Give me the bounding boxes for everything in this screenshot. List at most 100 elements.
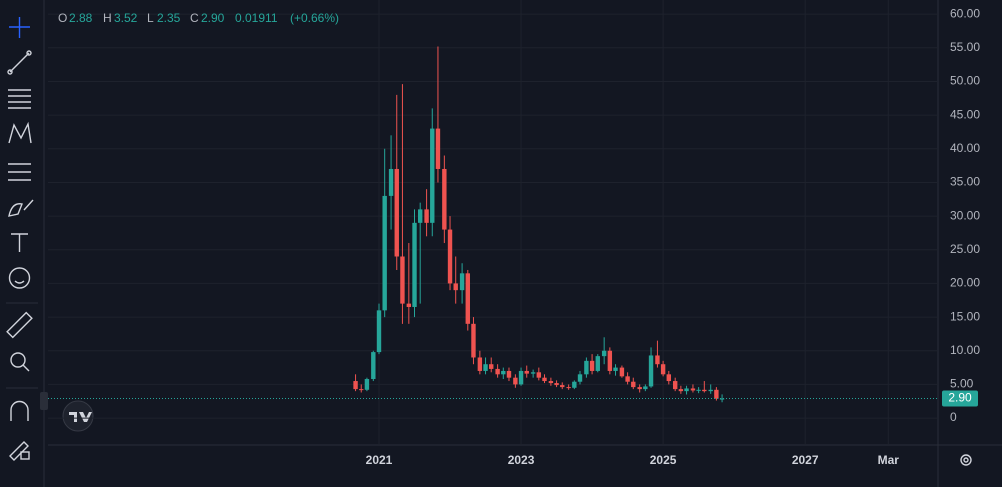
candle-body bbox=[572, 381, 577, 388]
candle-body bbox=[548, 381, 554, 384]
legend-label: O bbox=[58, 11, 67, 25]
y-tick-label: 10.00 bbox=[950, 343, 980, 357]
x-tick-label: 2023 bbox=[508, 453, 535, 467]
forecast-tool[interactable] bbox=[8, 163, 31, 181]
candle-body bbox=[501, 370, 506, 375]
text-tool[interactable] bbox=[11, 233, 28, 252]
emoji-tool[interactable] bbox=[8, 267, 31, 289]
candle-body bbox=[400, 256, 405, 304]
pattern-tool[interactable] bbox=[8, 121, 32, 144]
candle-body bbox=[453, 283, 458, 291]
candle-body bbox=[595, 356, 600, 371]
y-tick-label: 25.00 bbox=[950, 242, 980, 256]
grid bbox=[48, 0, 1002, 487]
ruler-tool[interactable] bbox=[6, 311, 33, 339]
candles bbox=[48, 46, 938, 403]
candle-body bbox=[506, 370, 512, 378]
candle-body bbox=[459, 273, 465, 291]
candle-body bbox=[417, 209, 423, 223]
settings-button[interactable] bbox=[960, 454, 972, 466]
brush-tool[interactable] bbox=[8, 199, 34, 217]
candle-body bbox=[619, 367, 625, 377]
candle-body bbox=[672, 381, 678, 390]
candle-body bbox=[430, 128, 435, 223]
candle-body bbox=[359, 389, 364, 391]
legend-value: 2.35 bbox=[157, 11, 181, 25]
candle-body bbox=[524, 370, 529, 374]
y-tick-label: 55.00 bbox=[950, 40, 980, 54]
candle-body bbox=[447, 229, 453, 284]
candle-body bbox=[513, 377, 518, 385]
y-tick-label: 35.00 bbox=[950, 175, 980, 189]
crosshair-tool[interactable] bbox=[9, 17, 30, 38]
candle-body bbox=[655, 355, 660, 365]
legend-label: H bbox=[103, 11, 112, 25]
candle-body bbox=[483, 364, 488, 371]
candle-body bbox=[702, 389, 707, 392]
candle-body bbox=[530, 372, 536, 374]
candle-body bbox=[394, 168, 399, 257]
candle-body bbox=[560, 385, 565, 388]
x-tick-label: 2027 bbox=[792, 453, 819, 467]
lock-tool[interactable] bbox=[9, 441, 30, 461]
candle-body bbox=[566, 387, 571, 389]
fib-tool[interactable] bbox=[8, 89, 31, 109]
legend-change: 0.01911 bbox=[235, 11, 278, 25]
candle-body bbox=[435, 128, 441, 169]
candle-body bbox=[601, 350, 607, 357]
legend-value: 3.52 bbox=[114, 11, 138, 25]
legend-label: L bbox=[147, 11, 154, 25]
x-tick-label: 2025 bbox=[650, 453, 677, 467]
x-tick-label: 2021 bbox=[366, 453, 393, 467]
y-tick-label: 20.00 bbox=[950, 276, 980, 290]
candle-body bbox=[684, 388, 689, 392]
last-price-tag bbox=[942, 390, 978, 407]
candle-body bbox=[690, 388, 696, 391]
candle-body bbox=[388, 168, 394, 196]
y-tick-label: 50.00 bbox=[950, 74, 980, 88]
legend-label: C bbox=[190, 11, 199, 25]
candle-body bbox=[648, 355, 654, 387]
y-tick-label: 30.00 bbox=[950, 208, 980, 222]
zoom-tool[interactable] bbox=[10, 352, 30, 372]
candle-body bbox=[714, 389, 719, 399]
candle-body bbox=[719, 398, 725, 400]
candle-body bbox=[382, 195, 387, 311]
candle-body bbox=[637, 387, 642, 390]
candle-body bbox=[471, 323, 476, 358]
candle-body bbox=[613, 367, 618, 371]
legend-change-percent: (+0.66%) bbox=[290, 11, 339, 25]
toolbar-collapse[interactable] bbox=[40, 392, 48, 410]
candle-body bbox=[584, 360, 589, 375]
axes: 0 5.00 10.00 15.00 20.00 25.00 30.00 35.00 40.00… bbox=[366, 6, 981, 467]
candle-body bbox=[696, 389, 701, 391]
y-tick-label: 40.00 bbox=[950, 141, 980, 155]
candle-body bbox=[495, 368, 500, 375]
candle-body bbox=[554, 383, 559, 386]
candle-body bbox=[666, 374, 671, 382]
candle-body bbox=[589, 360, 595, 371]
candle-body bbox=[577, 374, 583, 382]
candle-body bbox=[536, 372, 542, 378]
candle-body bbox=[625, 376, 630, 382]
trend-line-tool[interactable] bbox=[7, 50, 32, 75]
y-tick-label: 60.00 bbox=[950, 6, 980, 20]
y-tick-label: 45.00 bbox=[950, 107, 980, 121]
magnet-tool[interactable] bbox=[10, 400, 29, 422]
y-tick-label: 15.00 bbox=[950, 309, 980, 323]
candle-body bbox=[631, 381, 636, 388]
candle-body bbox=[442, 168, 447, 230]
candle-body bbox=[477, 357, 483, 371]
ohlc-legend: O 2.88 H 3.52 L 2.35 C 2.90 0.01911 (+0.… bbox=[58, 11, 339, 25]
candle-body bbox=[678, 389, 684, 392]
candle-body bbox=[371, 352, 376, 380]
candle-body bbox=[542, 377, 547, 382]
candle-body bbox=[518, 370, 524, 385]
candle-body bbox=[364, 379, 370, 390]
candle-body bbox=[607, 350, 613, 371]
y-tick-label: 5.00 bbox=[950, 377, 974, 391]
candle-body bbox=[353, 381, 358, 390]
candle-body bbox=[406, 303, 412, 307]
logo bbox=[62, 400, 94, 432]
